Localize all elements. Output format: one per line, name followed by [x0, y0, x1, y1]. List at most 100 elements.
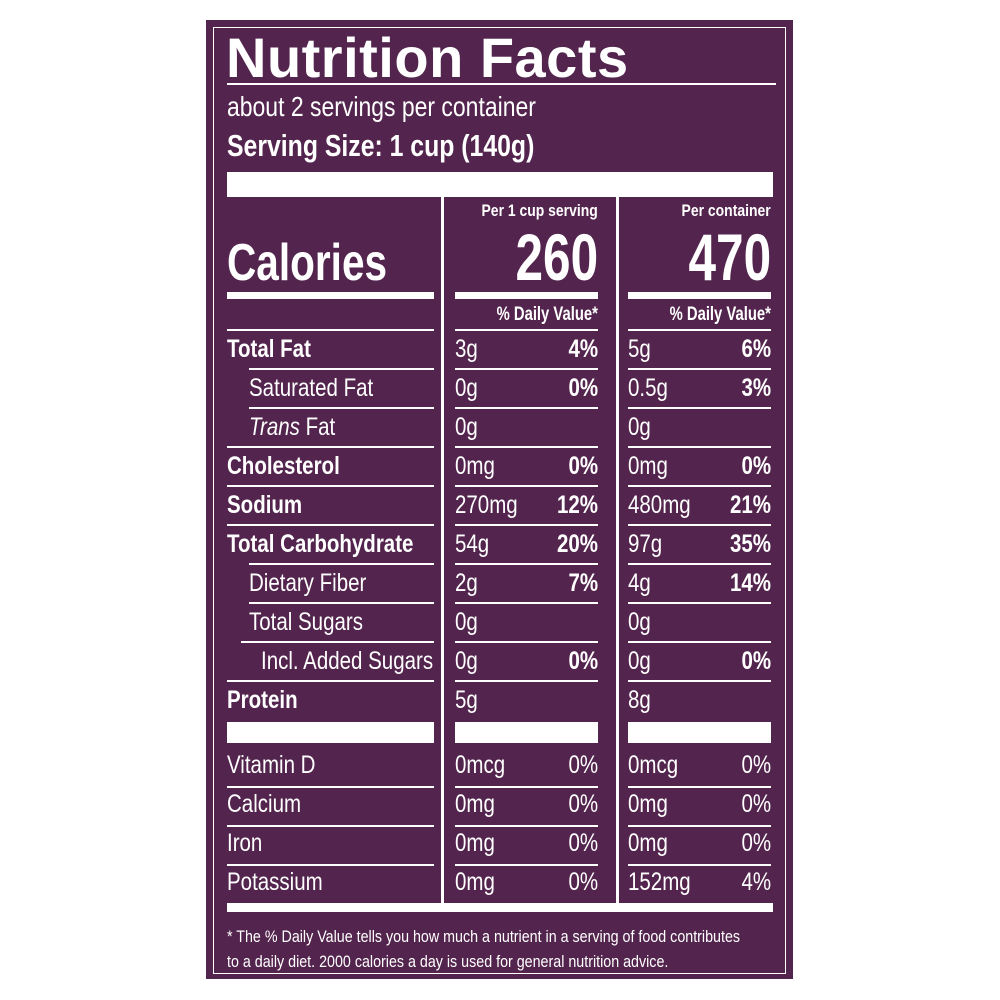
vitamin-container-daily-value: 0% [741, 829, 771, 857]
serving-daily-value: 7% [568, 569, 598, 597]
nutrient-name: Incl. Added Sugars [261, 647, 434, 675]
row-divider [628, 864, 771, 866]
footnote: * The % Daily Value tells you how much a… [227, 924, 927, 974]
row-divider [249, 563, 434, 565]
vitamin-container-daily-value: 4% [741, 868, 771, 896]
nutrition-facts-label: Nutrition Facts about 2 servings per con… [206, 20, 793, 979]
row-divider [227, 329, 434, 331]
row-divider [227, 786, 434, 788]
row-divider [628, 563, 771, 565]
vitamin-name: Potassium [227, 868, 323, 896]
nutrient-name-rest: Fat [299, 413, 336, 441]
container-daily-value [628, 685, 771, 715]
nutrient-name: Total Fat [227, 335, 311, 363]
vitamin-serving-daily-value: 0% [568, 829, 598, 857]
container-amount: 0.5g [628, 374, 668, 402]
title-divider [227, 83, 776, 85]
vitamin-name: Calcium [227, 790, 302, 818]
footnote-line-1: * The % Daily Value tells you how much a… [227, 927, 741, 946]
row-divider [241, 641, 434, 643]
container-daily-value [628, 412, 771, 442]
vitamin-section-bar [628, 722, 771, 743]
row-divider [455, 446, 598, 448]
serving-amount: 54g [455, 530, 490, 558]
vitamin-serving-daily-value: 0% [568, 751, 598, 779]
vitamin-serving-amount: 0mg [455, 790, 495, 818]
row-divider [455, 563, 598, 565]
dv-header-serving: % Daily Value* [496, 304, 598, 325]
container-amount: 0g [628, 647, 651, 675]
row-divider [227, 524, 434, 526]
container-daily-value: 0% [741, 452, 771, 480]
container-amount: 8g [628, 686, 651, 714]
row-divider [455, 524, 598, 526]
serving-daily-value: 0% [568, 647, 598, 675]
calories-serving: 260 [515, 220, 598, 294]
vitamin-serving-amount: 0mcg [455, 751, 506, 779]
serving-amount: 0g [455, 608, 478, 636]
container-amount: 0mg [628, 452, 668, 480]
vitamin-container-amount: 0mcg [628, 751, 679, 779]
container-daily-value: 0% [741, 647, 771, 675]
row-divider [628, 485, 771, 487]
container-daily-value: 3% [741, 374, 771, 402]
serving-amount: 0g [455, 413, 478, 441]
container-daily-value [628, 607, 771, 637]
vitamin-container-daily-value: 0% [741, 751, 771, 779]
vitamin-section-bar [455, 722, 598, 743]
container-daily-value: 14% [729, 569, 771, 597]
serving-daily-value [455, 412, 598, 442]
row-divider [628, 368, 771, 370]
nutrient-name: Protein [227, 686, 298, 714]
row-divider [249, 368, 434, 370]
row-divider [249, 602, 434, 604]
serving-daily-value: 0% [568, 374, 598, 402]
column-divider-1 [441, 197, 444, 903]
calories-bar-left [227, 292, 434, 299]
vitamin-container-amount: 152mg [628, 868, 691, 896]
vitamin-serving-amount: 0mg [455, 829, 495, 857]
serving-daily-value [455, 607, 598, 637]
row-divider [455, 368, 598, 370]
vitamin-name: Iron [227, 829, 263, 857]
container-daily-value: 6% [741, 335, 771, 363]
thick-divider-bottom [227, 903, 773, 912]
vitamin-serving-daily-value: 0% [568, 868, 598, 896]
row-divider [227, 864, 434, 866]
vitamin-container-amount: 0mg [628, 790, 668, 818]
row-divider [249, 407, 434, 409]
inner-border [213, 27, 786, 974]
servings-per-container: about 2 servings per container [227, 91, 536, 122]
container-daily-value: 21% [729, 491, 771, 519]
container-amount: 480mg [628, 491, 691, 519]
serving-size: Serving Size: 1 cup (140g) [227, 128, 535, 163]
thick-divider-top [227, 172, 773, 197]
row-divider [628, 786, 771, 788]
row-divider [628, 407, 771, 409]
vitamin-container-amount: 0mg [628, 829, 668, 857]
col-header-serving: Per 1 cup serving [481, 201, 598, 220]
container-amount: 4g [628, 569, 651, 597]
calories-container: 470 [688, 220, 771, 294]
dv-header-container: % Daily Value* [669, 304, 771, 325]
container-amount: 5g [628, 335, 651, 363]
serving-amount: 0mg [455, 452, 495, 480]
nutrient-name: Cholesterol [227, 452, 340, 480]
serving-amount: 2g [455, 569, 478, 597]
calories-label: Calories [227, 234, 388, 292]
nutrient-name: Total Carbohydrate [227, 530, 414, 558]
container-amount: 97g [628, 530, 663, 558]
label-title: Nutrition Facts [226, 26, 629, 89]
vitamin-section-bar [227, 722, 434, 743]
row-divider [628, 602, 771, 604]
container-amount: 0g [628, 413, 651, 441]
col-header-container: Per container [681, 201, 771, 220]
serving-daily-value: 0% [568, 452, 598, 480]
nutrient-name: Trans Fat [249, 412, 354, 442]
row-divider [628, 825, 771, 827]
vitamin-serving-daily-value: 0% [568, 790, 598, 818]
row-divider [628, 329, 771, 331]
serving-amount: 270mg [455, 491, 518, 519]
row-divider [628, 680, 771, 682]
serving-amount: 0g [455, 647, 478, 675]
